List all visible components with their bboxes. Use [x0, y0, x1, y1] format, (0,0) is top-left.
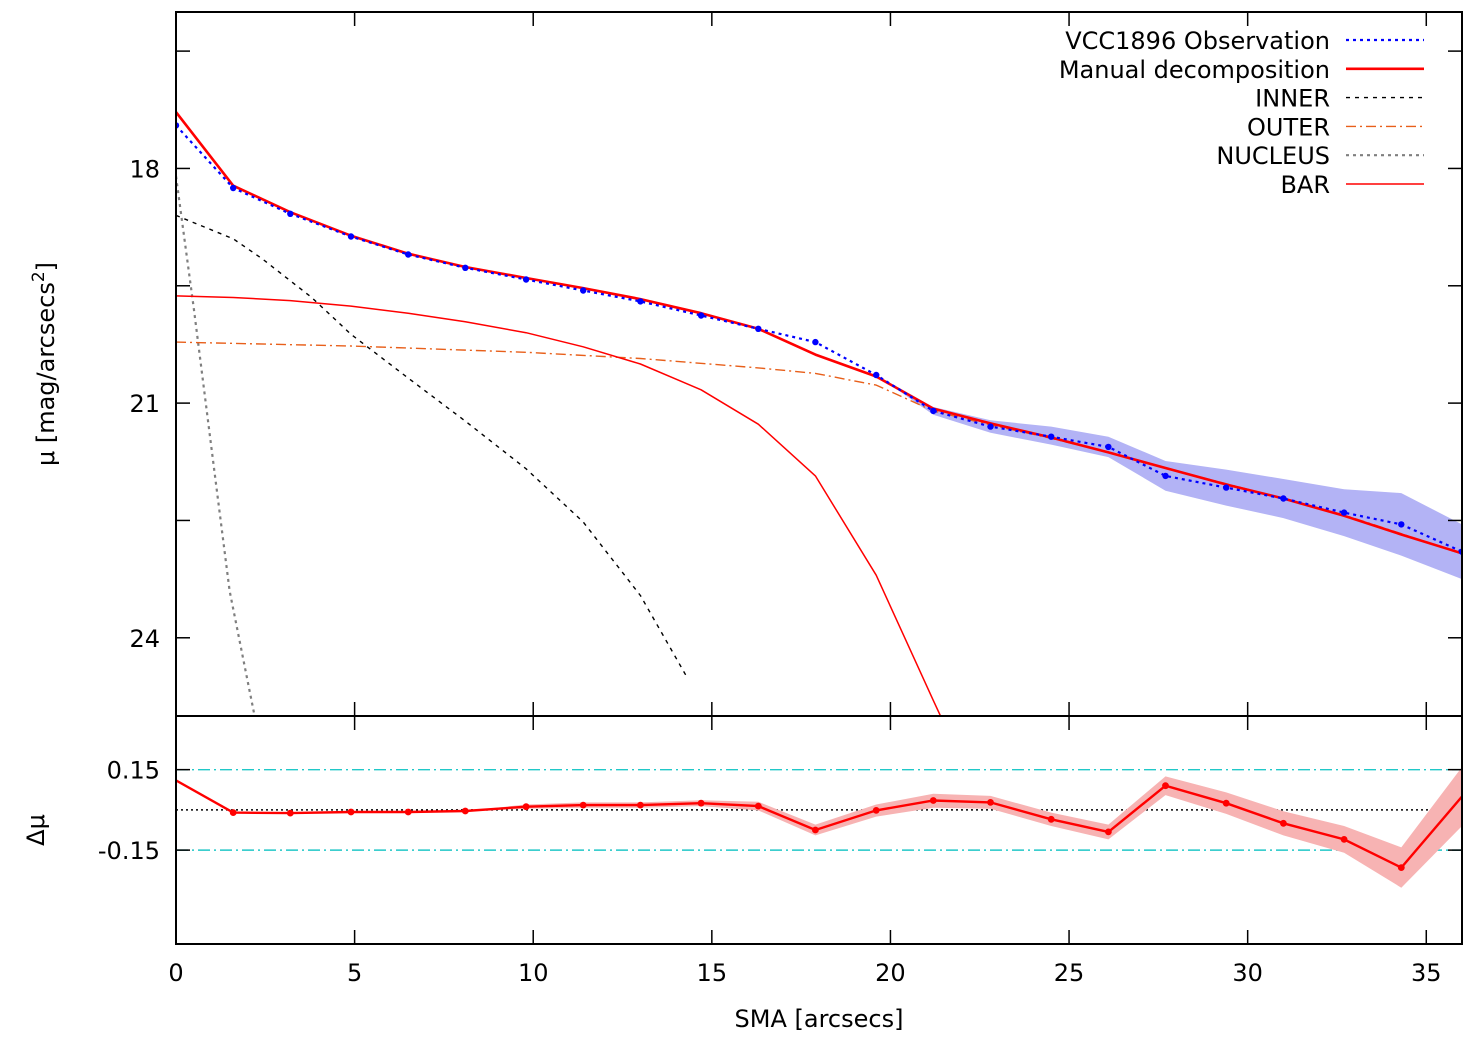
legend-label-bar: BAR — [1280, 171, 1330, 199]
top-plot-series — [176, 111, 1462, 716]
x-tick-label: 20 — [875, 959, 906, 987]
residual-point — [1222, 799, 1230, 807]
residual-point — [637, 801, 644, 809]
vcc1896-observation-point — [1340, 509, 1348, 516]
x-tick-label: 0 — [168, 959, 183, 987]
residual-point — [1280, 819, 1287, 827]
residual-point — [522, 803, 530, 811]
x-tick-label: 30 — [1232, 959, 1263, 987]
inner-line — [176, 214, 688, 678]
residual-point — [404, 808, 412, 816]
vcc1896-observation-point — [580, 287, 587, 294]
vcc1896-observation-point — [1105, 443, 1112, 451]
top-plot-markers — [176, 122, 1462, 555]
vcc1896-observation-point — [1048, 433, 1055, 440]
residual-point — [697, 799, 705, 807]
vcc1896-observation-point — [637, 298, 644, 305]
x-tick-label: 35 — [1411, 959, 1442, 987]
vcc1896-observation-point — [522, 276, 530, 283]
legend-label-outer: OUTER — [1247, 113, 1330, 141]
residual-point — [579, 801, 587, 809]
vcc1896-observation-point — [405, 251, 412, 258]
residual-series — [176, 779, 1462, 871]
vcc1896-observation-point — [287, 210, 294, 217]
vcc1896-observation-point — [1398, 521, 1405, 528]
residual-point — [1105, 828, 1112, 836]
residual-point — [812, 826, 819, 834]
vcc1896-observation-point — [812, 338, 819, 346]
residual-point — [347, 808, 355, 816]
vcc1896-observation-point — [1162, 472, 1169, 480]
residual-point — [754, 802, 762, 810]
residual-point — [1340, 836, 1348, 843]
y-tick-label: 24 — [129, 625, 160, 653]
residual-point — [461, 807, 469, 815]
residual-point — [1397, 864, 1405, 871]
vcc1896-observation-point — [987, 423, 994, 430]
outer-line — [176, 341, 1462, 555]
top-y-axis-title: μ [mag/arcsecs2] — [29, 262, 60, 466]
vcc1896-observation-point — [755, 325, 762, 332]
residual-point — [929, 797, 937, 804]
vcc1896-observation-point — [462, 264, 469, 271]
x-tick-label: 25 — [1054, 959, 1085, 987]
legend-label-vcc1896-observation: VCC1896 Observation — [1065, 27, 1330, 55]
x-tick-label: 10 — [518, 959, 549, 987]
x-axis-title: SMA [arcsecs] — [735, 1005, 904, 1033]
vcc1896-observation-point — [697, 312, 705, 319]
residual-error-band — [176, 767, 1462, 888]
vcc1896-observation-point — [230, 184, 237, 192]
vcc1896-observation-point — [930, 407, 937, 415]
axis-ticks — [175, 12, 1462, 944]
bar-line — [176, 295, 942, 716]
bottom-y-axis-title: Δμ — [22, 814, 50, 846]
vcc1896-observation-point — [1280, 495, 1287, 502]
residual-y-tick-label: -0.15 — [98, 837, 160, 865]
residual-y-tick-label: 0.15 — [107, 757, 160, 785]
y-tick-label: 21 — [129, 390, 160, 418]
residual-point — [286, 809, 294, 817]
residual-point — [229, 809, 237, 816]
top-error-bands — [176, 125, 1462, 580]
vcc1896-observation-point — [873, 371, 880, 379]
residual-point — [987, 799, 994, 806]
vcc1896-observation-point — [1223, 484, 1230, 491]
legend-label-inner: INNER — [1255, 85, 1330, 113]
vcc1896-observation-error-band — [176, 125, 1462, 580]
residual-band — [176, 767, 1462, 888]
nucleus-line — [176, 176, 256, 716]
y-tick-label: 18 — [129, 155, 160, 183]
x-tick-label: 5 — [347, 959, 362, 987]
vcc1896-observation-point — [347, 233, 355, 240]
residual-point — [872, 807, 880, 814]
x-tick-label: 15 — [697, 959, 728, 987]
legend-label-manual-decomposition: Manual decomposition — [1059, 56, 1330, 84]
legend-label-nucleus: NUCLEUS — [1216, 142, 1330, 170]
residual-point — [1047, 815, 1055, 823]
axis-tick-labels: 0 5 10 15 20 25 30 35 18 21 24 0.15 -0.15 — [98, 155, 1442, 987]
residual-point — [1162, 782, 1169, 790]
manual-decomposition-line — [176, 111, 1462, 555]
bottom-panel-frame — [175, 715, 1463, 945]
